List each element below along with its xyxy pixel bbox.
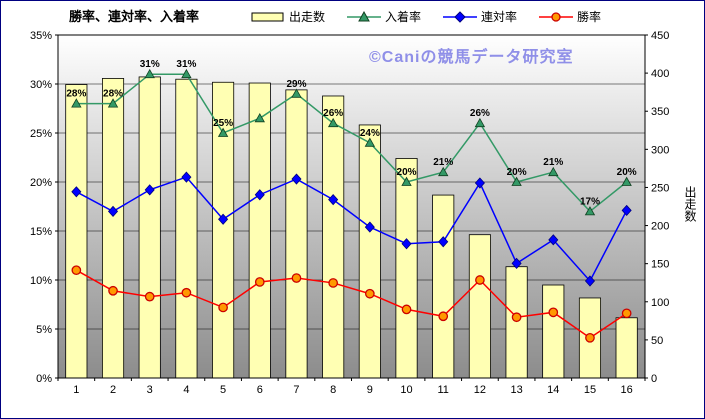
svg-text:350: 350 <box>651 106 669 118</box>
svg-text:15: 15 <box>584 384 596 396</box>
svg-text:16: 16 <box>621 384 633 396</box>
svg-text:29%: 29% <box>286 79 306 90</box>
svg-text:3: 3 <box>147 384 153 396</box>
svg-text:20%: 20% <box>507 167 527 178</box>
triangle-marker-icon <box>347 10 382 21</box>
series-diamond <box>71 171 632 287</box>
bar-marker-icon <box>251 12 284 21</box>
quinella-rate-marker <box>454 10 466 23</box>
svg-text:35%: 35% <box>30 30 52 42</box>
legend-item-starts: 出走数 <box>251 8 325 25</box>
svg-text:25%: 25% <box>30 128 52 140</box>
svg-text:17%: 17% <box>580 196 600 207</box>
svg-text:450: 450 <box>651 30 669 42</box>
svg-text:30%: 30% <box>30 79 52 91</box>
svg-text:28%: 28% <box>66 89 86 100</box>
svg-text:4: 4 <box>183 384 189 396</box>
svg-text:21%: 21% <box>433 157 453 168</box>
svg-text:11: 11 <box>438 384 449 396</box>
legend-label-win-rate: 勝率 <box>577 10 602 24</box>
svg-text:10: 10 <box>400 384 412 396</box>
win-rate-marker <box>551 11 561 22</box>
svg-text:200: 200 <box>651 221 669 233</box>
svg-text:0%: 0% <box>36 373 52 385</box>
diamond-marker-icon <box>443 10 478 23</box>
watermark: ©Caniの競馬データ研究室 <box>369 49 574 66</box>
circle-marker-icon <box>539 11 574 22</box>
svg-text:26%: 26% <box>323 108 343 119</box>
legend-item-quinella-rate: 連対率 <box>443 8 517 25</box>
bars <box>65 76 638 379</box>
svg-text:8: 8 <box>330 384 336 396</box>
svg-text:400: 400 <box>651 68 669 80</box>
legend-label-place-rate: 入着率 <box>385 10 422 24</box>
right-axis-title: 出走数 <box>683 186 697 222</box>
svg-text:31%: 31% <box>176 59 196 70</box>
svg-text:300: 300 <box>651 144 669 156</box>
legend-item-place-rate: 入着率 <box>347 8 421 25</box>
legend-item-win-rate: 勝率 <box>539 8 601 25</box>
right-axis: 0 50 100 150 200 250 300 350 400 450 <box>645 30 669 385</box>
bar-marker-swatch <box>251 12 284 21</box>
svg-text:150: 150 <box>651 259 669 271</box>
left-axis: 0% 5% 10% 15% 20% 25% 30% 35% <box>30 30 58 385</box>
svg-text:9: 9 <box>367 384 373 396</box>
svg-text:250: 250 <box>651 182 669 194</box>
chart-title: 勝率、連対率、入着率 <box>69 9 200 24</box>
place-rate-marker <box>358 10 370 21</box>
legend: 出走数 入着率 連対率 勝率 <box>251 8 601 25</box>
svg-text:20%: 20% <box>30 177 52 189</box>
svg-text:14: 14 <box>547 384 559 396</box>
svg-text:1: 1 <box>73 384 79 396</box>
svg-text:24%: 24% <box>360 128 380 139</box>
svg-text:26%: 26% <box>470 108 490 119</box>
series-triangle: 28% 28% 31% 31% 25% 29% 26% 24% 20% 21% 26% 20% 21% 1… <box>66 59 637 216</box>
svg-text:5%: 5% <box>36 324 52 336</box>
svg-text:50: 50 <box>651 335 663 347</box>
svg-text:10%: 10% <box>30 275 52 287</box>
svg-text:12: 12 <box>474 384 486 396</box>
svg-text:0: 0 <box>651 373 657 385</box>
svg-text:2: 2 <box>110 384 116 396</box>
svg-text:28%: 28% <box>103 89 123 100</box>
svg-text:7: 7 <box>293 384 299 396</box>
svg-text:25%: 25% <box>213 118 233 129</box>
legend-label-starts: 出走数 <box>289 10 326 24</box>
legend-label-quinella-rate: 連対率 <box>481 10 518 24</box>
series-circle <box>71 265 632 343</box>
svg-text:21%: 21% <box>543 157 563 168</box>
svg-text:6: 6 <box>257 384 263 396</box>
svg-text:31%: 31% <box>140 59 160 70</box>
svg-text:13: 13 <box>510 384 522 396</box>
x-axis: 1 2 3 4 5 6 7 8 9 10 11 12 13 14 15 16 <box>57 378 646 396</box>
svg-text:20%: 20% <box>617 167 637 178</box>
svg-text:100: 100 <box>651 297 669 309</box>
svg-text:20%: 20% <box>397 167 417 178</box>
svg-text:5: 5 <box>220 384 226 396</box>
svg-text:15%: 15% <box>30 226 52 238</box>
